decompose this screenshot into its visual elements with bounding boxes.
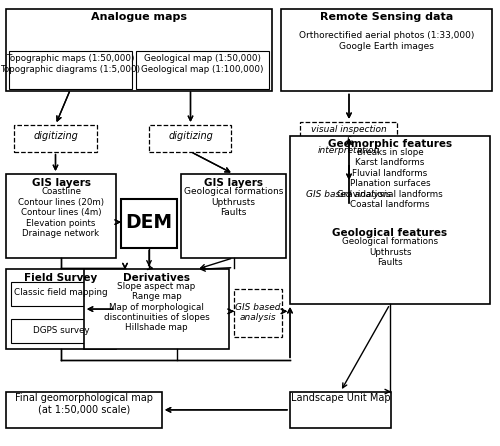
Text: DGPS survey: DGPS survey [33, 326, 89, 334]
FancyBboxPatch shape [6, 392, 162, 428]
FancyBboxPatch shape [6, 174, 116, 258]
Text: visual inspection
&
interpretation: visual inspection & interpretation [311, 125, 387, 155]
Text: Breaks in slope
Karst landforms
Fluvial landforms
Planation surfaces
Gravidation: Breaks in slope Karst landforms Fluvial … [337, 148, 443, 209]
Text: Final geomorphological map
(at 1:50,000 scale): Final geomorphological map (at 1:50,000 … [15, 393, 153, 415]
Text: Remote Sensing data: Remote Sensing data [320, 12, 453, 21]
Text: Orthorectified aerial photos (1:33,000)
Google Earth images: Orthorectified aerial photos (1:33,000) … [299, 31, 474, 50]
FancyBboxPatch shape [300, 183, 398, 206]
Text: Field Survey: Field Survey [24, 273, 98, 283]
Text: GIS layers: GIS layers [32, 178, 90, 187]
FancyBboxPatch shape [6, 269, 116, 349]
FancyBboxPatch shape [9, 51, 132, 89]
Text: Landscape Unit Map: Landscape Unit Map [290, 393, 390, 403]
FancyBboxPatch shape [11, 282, 111, 306]
Text: Coastline
Contour lines (20m)
Contour lines (4m)
Elevation points
Drainage netwo: Coastline Contour lines (20m) Contour li… [18, 187, 104, 238]
Text: Geological formations
Upthrusts
Faults: Geological formations Upthrusts Faults [342, 237, 438, 267]
FancyBboxPatch shape [300, 122, 398, 163]
FancyBboxPatch shape [281, 9, 492, 91]
FancyBboxPatch shape [149, 125, 232, 152]
Text: GIS layers: GIS layers [204, 178, 263, 187]
Text: Geological formations
Upthrusts
Faults: Geological formations Upthrusts Faults [184, 187, 283, 217]
Text: Geomorphic features: Geomorphic features [328, 139, 452, 149]
FancyBboxPatch shape [11, 319, 111, 343]
FancyBboxPatch shape [234, 289, 281, 337]
Text: Classic field mapping: Classic field mapping [14, 288, 108, 297]
Text: Topographic maps (1:50,000)
Topographic diagrams (1:5,000): Topographic maps (1:50,000) Topographic … [0, 54, 140, 74]
Text: Analogue maps: Analogue maps [91, 12, 187, 21]
FancyBboxPatch shape [14, 125, 96, 152]
FancyBboxPatch shape [84, 269, 229, 349]
Text: DEM: DEM [126, 213, 172, 231]
Text: Geological features: Geological features [332, 228, 448, 238]
Text: Geological map (1:50,000)
Geological map (1:100,000): Geological map (1:50,000) Geological map… [142, 54, 264, 74]
Text: digitizing: digitizing [168, 132, 213, 141]
FancyBboxPatch shape [181, 174, 286, 258]
FancyBboxPatch shape [290, 392, 391, 428]
FancyBboxPatch shape [136, 51, 268, 89]
Text: Derivatives: Derivatives [123, 273, 190, 283]
Text: GIS based analysis: GIS based analysis [306, 190, 392, 199]
Text: Slope aspect map
Range map
Map of morphological
discontinuities of slopes
Hillsh: Slope aspect map Range map Map of morpho… [104, 282, 210, 332]
FancyBboxPatch shape [6, 9, 272, 91]
FancyBboxPatch shape [290, 136, 490, 304]
Text: digitizing: digitizing [33, 132, 78, 141]
Text: GIS based
analysis: GIS based analysis [236, 302, 281, 322]
FancyBboxPatch shape [121, 199, 177, 248]
